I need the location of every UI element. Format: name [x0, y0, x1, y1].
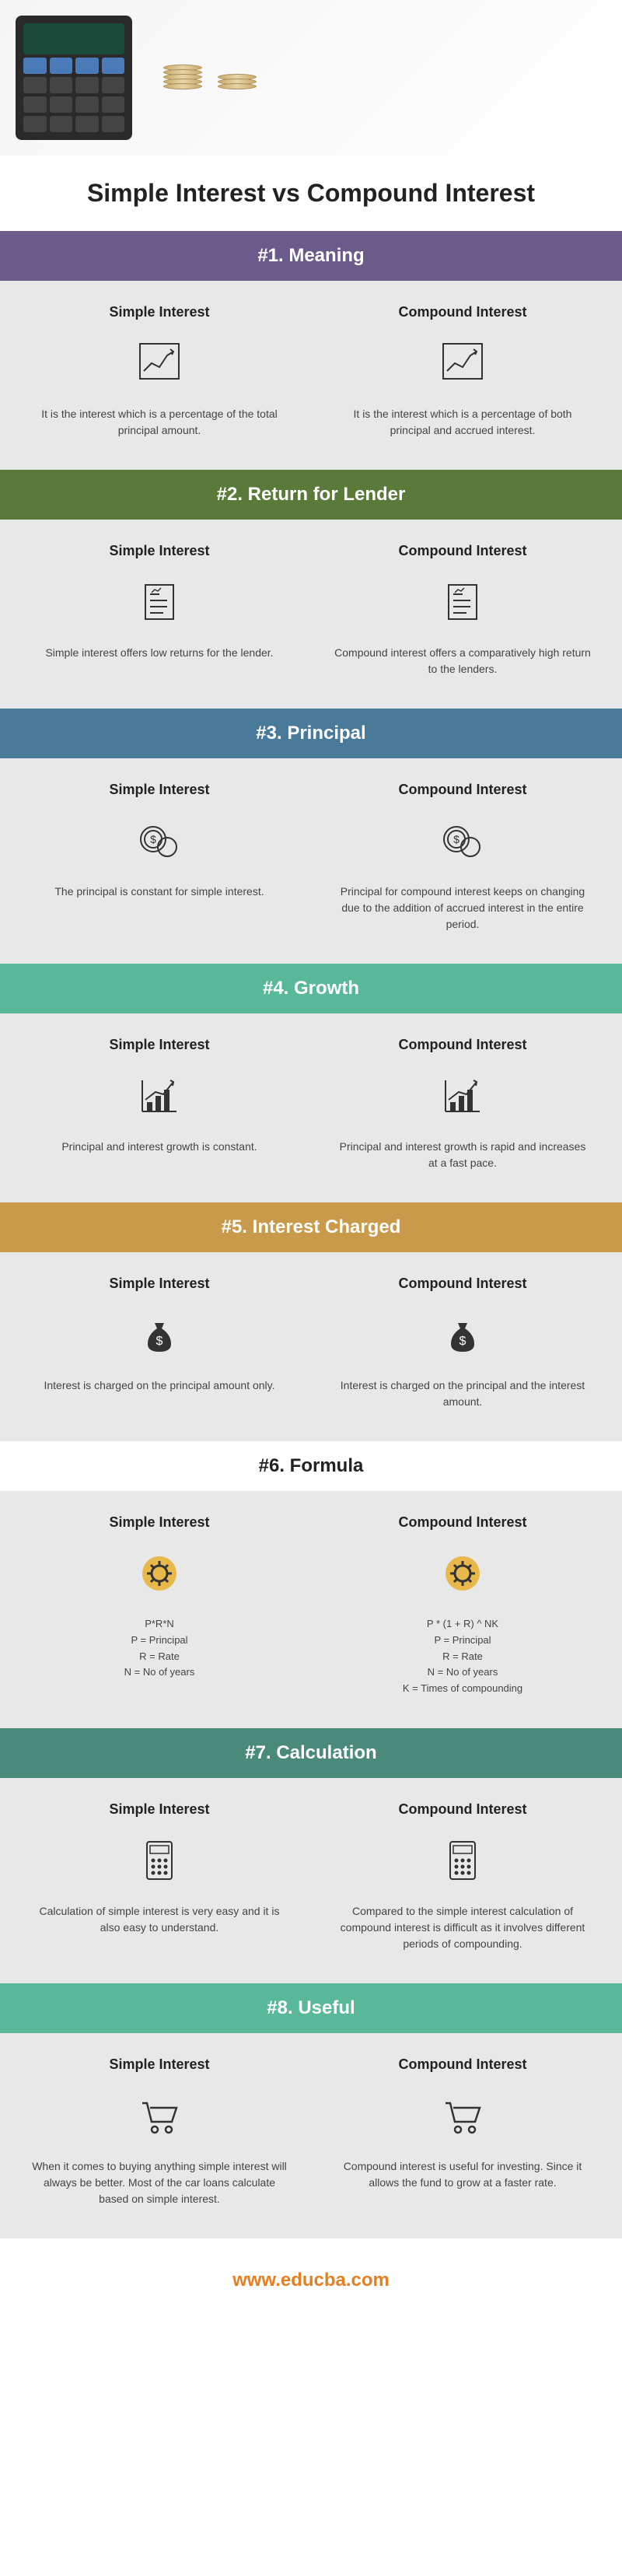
left-col-title: Simple Interest [16, 2056, 303, 2073]
left-col-text: The principal is constant for simple int… [16, 884, 303, 900]
cart-icon [16, 2088, 303, 2143]
right-col: Compound Interest $ Principal for compou… [319, 782, 606, 933]
section-header-5: #5. Interest Charged [0, 1202, 622, 1252]
growth-icon [16, 1069, 303, 1123]
left-col-text: It is the interest which is a percentage… [16, 406, 303, 439]
left-col-title: Simple Interest [16, 1037, 303, 1053]
right-col-text: Compared to the simple interest calculat… [319, 1903, 606, 1952]
chart-icon [319, 336, 606, 390]
right-col-text: Interest is charged on the principal and… [319, 1377, 606, 1410]
moneybag-icon: $ [16, 1307, 303, 1362]
left-col-title: Simple Interest [16, 304, 303, 320]
right-col-title: Compound Interest [319, 543, 606, 559]
left-col: Simple Interest $ The principal is const… [16, 782, 303, 933]
section-header-4: #4. Growth [0, 964, 622, 1013]
left-col-text: Calculation of simple interest is very e… [16, 1903, 303, 1936]
right-col: Compound Interest Compound interest is u… [319, 2056, 606, 2207]
section-header-8: #8. Useful [0, 1983, 622, 2033]
document-icon [319, 575, 606, 629]
section-header-3: #3. Principal [0, 709, 622, 758]
gear-icon [16, 1546, 303, 1601]
footer-url: www.educba.com [0, 2238, 622, 2322]
right-col-text: It is the interest which is a percentage… [319, 406, 606, 439]
left-col: Simple Interest Calculation of simple in… [16, 1801, 303, 1952]
right-col-text: Principal for compound interest keeps on… [319, 884, 606, 933]
growth-icon [319, 1069, 606, 1123]
left-col-title: Simple Interest [16, 1514, 303, 1531]
calculator-graphic [16, 16, 132, 140]
left-col-text: Interest is charged on the principal amo… [16, 1377, 303, 1394]
svg-text:$: $ [453, 833, 460, 845]
gear-icon [319, 1546, 606, 1601]
right-col-title: Compound Interest [319, 304, 606, 320]
left-col: Simple Interest $ Interest is charged on… [16, 1276, 303, 1410]
comparison-row-2: Simple Interest Simple interest offers l… [0, 520, 622, 709]
right-col-title: Compound Interest [319, 1514, 606, 1531]
comparison-row-6: Simple Interest P*R*N P = Principal R = … [0, 1491, 622, 1728]
header-image [0, 0, 622, 156]
left-col-title: Simple Interest [16, 782, 303, 798]
svg-text:$: $ [460, 1335, 466, 1348]
left-col: Simple Interest P*R*N P = Principal R = … [16, 1514, 303, 1697]
comparison-row-5: Simple Interest $ Interest is charged on… [0, 1252, 622, 1441]
right-col: Compound Interest $ Interest is charged … [319, 1276, 606, 1410]
left-col-title: Simple Interest [16, 543, 303, 559]
right-col-text: P * (1 + R) ^ NK P = Principal R = Rate … [319, 1616, 606, 1697]
left-col-text: Simple interest offers low returns for t… [16, 645, 303, 661]
coins-icon: $ [319, 814, 606, 868]
comparison-row-3: Simple Interest $ The principal is const… [0, 758, 622, 964]
left-col: Simple Interest When it comes to buying … [16, 2056, 303, 2207]
left-col-text: When it comes to buying anything simple … [16, 2158, 303, 2207]
left-col-text: P*R*N P = Principal R = Rate N = No of y… [16, 1616, 303, 1681]
comparison-row-4: Simple Interest Principal and interest g… [0, 1013, 622, 1202]
section-header-6: #6. Formula [0, 1441, 622, 1491]
chart-icon [16, 336, 303, 390]
left-col-title: Simple Interest [16, 1276, 303, 1292]
right-col-text: Compound interest is useful for investin… [319, 2158, 606, 2191]
section-header-2: #2. Return for Lender [0, 470, 622, 520]
left-col: Simple Interest It is the interest which… [16, 304, 303, 439]
right-col-text: Compound interest offers a comparatively… [319, 645, 606, 677]
cart-icon [319, 2088, 606, 2143]
svg-text:$: $ [156, 1335, 163, 1348]
comparison-row-7: Simple Interest Calculation of simple in… [0, 1778, 622, 1983]
section-header-7: #7. Calculation [0, 1728, 622, 1778]
right-col-title: Compound Interest [319, 782, 606, 798]
right-col: Compound Interest P * (1 + R) ^ NK P = P… [319, 1514, 606, 1697]
right-col-title: Compound Interest [319, 1037, 606, 1053]
moneybag-icon: $ [319, 1307, 606, 1362]
right-col-text: Principal and interest growth is rapid a… [319, 1139, 606, 1171]
calculator-icon [16, 1833, 303, 1888]
coins-icon: $ [16, 814, 303, 868]
comparison-row-1: Simple Interest It is the interest which… [0, 281, 622, 470]
right-col-title: Compound Interest [319, 2056, 606, 2073]
main-title: Simple Interest vs Compound Interest [0, 156, 622, 231]
svg-text:$: $ [150, 833, 156, 845]
right-col-title: Compound Interest [319, 1276, 606, 1292]
right-col-title: Compound Interest [319, 1801, 606, 1818]
left-col-title: Simple Interest [16, 1801, 303, 1818]
left-col-text: Principal and interest growth is constan… [16, 1139, 303, 1155]
right-col: Compound Interest Compound interest offe… [319, 543, 606, 677]
section-header-1: #1. Meaning [0, 231, 622, 281]
calculator-icon [319, 1833, 606, 1888]
right-col: Compound Interest Principal and interest… [319, 1037, 606, 1171]
comparison-row-8: Simple Interest When it comes to buying … [0, 2033, 622, 2238]
right-col: Compound Interest It is the interest whi… [319, 304, 606, 439]
document-icon [16, 575, 303, 629]
left-col: Simple Interest Principal and interest g… [16, 1037, 303, 1171]
right-col: Compound Interest Compared to the simple… [319, 1801, 606, 1952]
left-col: Simple Interest Simple interest offers l… [16, 543, 303, 677]
coins-graphic [163, 66, 257, 89]
